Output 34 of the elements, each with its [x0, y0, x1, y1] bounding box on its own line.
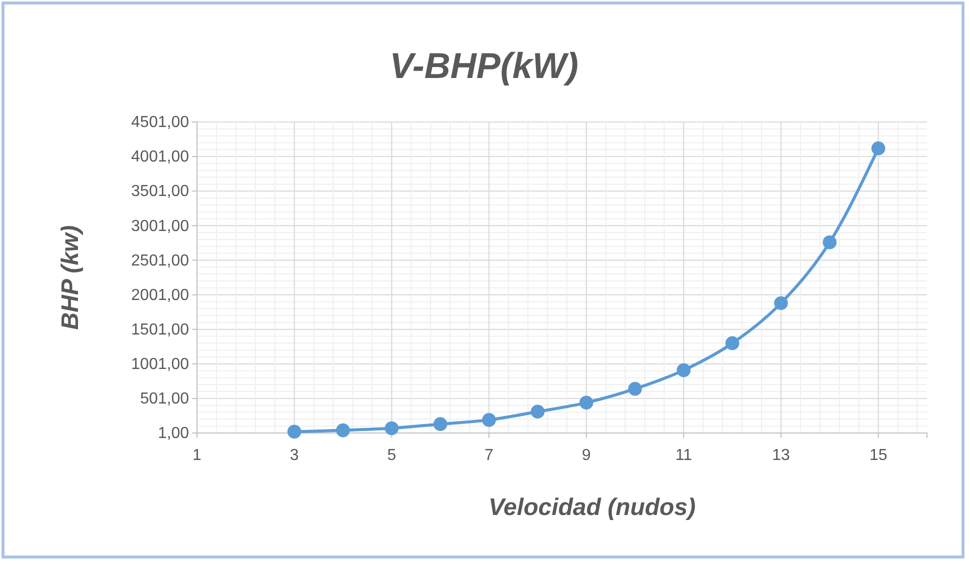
y-tick-label: 2001,00: [131, 286, 190, 304]
point: [384, 421, 399, 436]
x-tick-label: 7: [484, 447, 494, 464]
y-axis-title: BHP (kw): [57, 225, 84, 330]
y-tick-label: 3001,00: [131, 218, 190, 235]
chart-title: V-BHP(kW): [390, 45, 578, 86]
point: [482, 413, 496, 427]
y-tick-label: 1,00: [158, 425, 190, 442]
y-tick-label: 4501,00: [131, 114, 190, 132]
x-tick-label: 13: [772, 447, 790, 464]
x-axis-title: Velocidad (nudos): [488, 494, 696, 521]
point: [579, 396, 594, 410]
point: [822, 235, 837, 250]
point: [530, 404, 545, 419]
y-tick-label: 1501,00: [131, 321, 190, 338]
point: [676, 363, 691, 378]
point: [871, 141, 886, 156]
x-tick-label: 9: [582, 447, 591, 464]
x-tick-label: 15: [869, 447, 888, 464]
y-tick-label: 4001,00: [131, 148, 190, 166]
point: [628, 382, 642, 396]
y-tick-label: 1001,00: [131, 356, 190, 374]
point: [287, 424, 302, 439]
x-tick-label: 11: [675, 447, 692, 464]
point: [725, 336, 740, 350]
x-tick-label: 1: [192, 447, 202, 464]
point: [774, 296, 788, 310]
y-tick-label: 501,00: [140, 390, 190, 408]
y-tick-label: 3501,00: [131, 183, 190, 200]
x-tick-label: 3: [290, 447, 299, 464]
x-tick-label: 5: [387, 447, 396, 464]
y-tick-label: 2501,00: [131, 252, 190, 270]
point: [336, 423, 350, 438]
point: [433, 417, 448, 431]
